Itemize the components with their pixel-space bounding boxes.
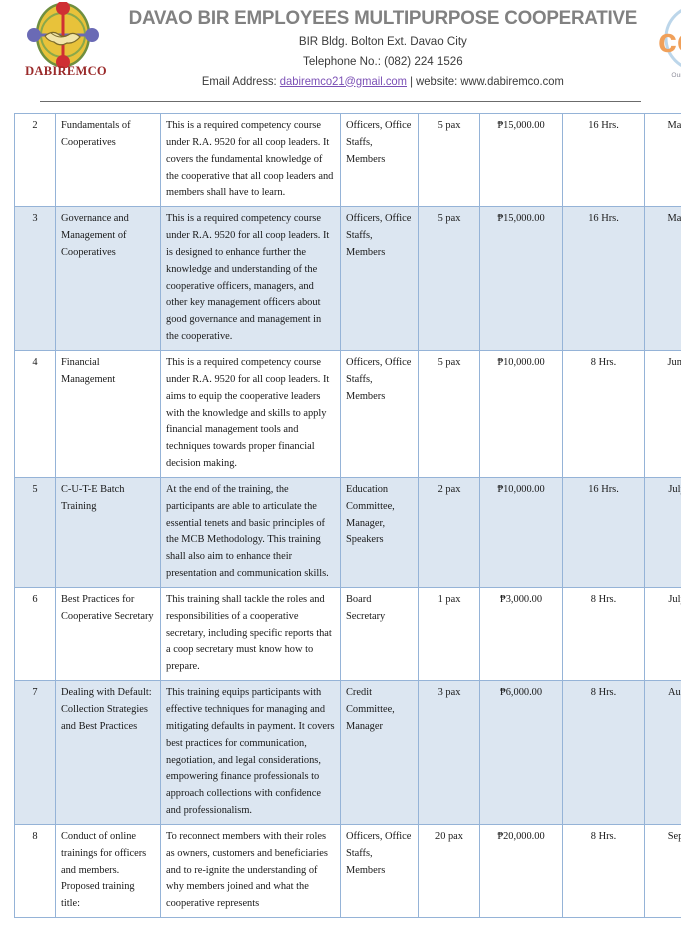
table-row: 4 Financial Management This is a required … bbox=[14, 349, 681, 478]
email-link[interactable]: dabiremco21@gmail.com bbox=[279, 73, 408, 88]
row-duration: 8 Hrs. bbox=[562, 823, 645, 919]
row-month: May bbox=[644, 112, 681, 208]
row-training-title: C-U-T-E Batch Training bbox=[55, 476, 161, 588]
row-cost: ₱15,000.00 bbox=[479, 112, 563, 208]
row-number: 6 bbox=[14, 586, 56, 682]
row-pax: 1 pax bbox=[418, 586, 480, 682]
row-description: At the end of the training, the particip… bbox=[160, 476, 341, 588]
row-training-title: Best Practices for Cooperative Secretary bbox=[55, 586, 161, 682]
svg-text:co: co bbox=[658, 22, 681, 60]
coop-tagline: Our future, today. bbox=[671, 72, 681, 79]
row-training-title: Fundamentals of Cooperatives bbox=[55, 112, 161, 208]
training-schedule-table: 2 Fundamentals of Cooperatives This is a r… bbox=[14, 112, 681, 919]
training-schedule-table-wrap: 2 Fundamentals of Cooperatives This is a r… bbox=[0, 104, 681, 919]
row-cost: ₱15,000.00 bbox=[479, 206, 563, 351]
row-month: Aug bbox=[644, 680, 681, 825]
row-description: To reconnect members with their roles as… bbox=[160, 823, 341, 919]
row-cost: ₱6,000.00 bbox=[479, 680, 563, 825]
row-training-title: Governance and Management of Cooperative… bbox=[55, 206, 161, 351]
row-duration: 16 Hrs. bbox=[562, 476, 645, 588]
row-participants: Officers, Office Staffs, Members bbox=[340, 823, 419, 919]
dabiremco-logo: DABIREMCO bbox=[0, 0, 118, 96]
website-text: website: www.dabiremco.com bbox=[416, 73, 564, 88]
table-row: 8 Conduct of online trainings for officer… bbox=[14, 823, 681, 919]
coop-logo-icon: co op bbox=[658, 8, 681, 68]
row-cost: ₱10,000.00 bbox=[479, 349, 563, 478]
organization-title: DAVAO BIR EMPLOYEES MULTIPURPOSE COOPERA… bbox=[128, 7, 638, 29]
row-duration: 8 Hrs. bbox=[562, 680, 645, 825]
letterhead: DABIREMCO DAVAO BIR EMPLOYEES MULTIPURPO… bbox=[0, 0, 681, 104]
cooperative-emblem-icon bbox=[27, 2, 99, 68]
row-description: This is a required competency course und… bbox=[160, 349, 341, 478]
table-row: 2 Fundamentals of Cooperatives This is a r… bbox=[14, 112, 681, 208]
row-number: 5 bbox=[14, 476, 56, 588]
letterhead-text-block: DAVAO BIR EMPLOYEES MULTIPURPOSE COOPERA… bbox=[118, 0, 648, 89]
row-number: 4 bbox=[14, 349, 56, 478]
row-duration: 16 Hrs. bbox=[562, 112, 645, 208]
row-number: 3 bbox=[14, 206, 56, 351]
row-pax: 2 pax bbox=[418, 476, 480, 588]
coop-brand-logo: co op Our future, today. bbox=[648, 0, 681, 96]
row-month: Sept bbox=[644, 823, 681, 919]
row-cost: ₱10,000.00 bbox=[479, 476, 563, 588]
row-description: This training equips participants with e… bbox=[160, 680, 341, 825]
row-participants: Credit Committee, Manager bbox=[340, 680, 419, 825]
row-training-title: Conduct of online trainings for officers… bbox=[55, 823, 161, 919]
row-duration: 16 Hrs. bbox=[562, 206, 645, 351]
table-row: 6 Best Practices for Cooperative Secretar… bbox=[14, 586, 681, 682]
row-description: This is a required competency course und… bbox=[160, 206, 341, 351]
row-participants: Officers, Office Staffs, Members bbox=[340, 349, 419, 478]
row-month: July bbox=[644, 586, 681, 682]
row-pax: 3 pax bbox=[418, 680, 480, 825]
row-number: 8 bbox=[14, 823, 56, 919]
row-participants: Board Secretary bbox=[340, 586, 419, 682]
row-participants: Officers, Office Staffs, Members bbox=[340, 206, 419, 351]
organization-telephone: Telephone No.: (082) 224 1526 bbox=[303, 54, 463, 69]
email-label: Email Address: bbox=[201, 73, 277, 88]
row-month: May bbox=[644, 206, 681, 351]
row-description: This training shall tackle the roles and… bbox=[160, 586, 341, 682]
dabiremco-wordmark: DABIREMCO bbox=[25, 64, 107, 78]
organization-contact-line: Email Address: dabiremco21@gmail.com | w… bbox=[131, 74, 634, 90]
row-pax: 5 pax bbox=[418, 349, 480, 478]
row-duration: 8 Hrs. bbox=[562, 586, 645, 682]
row-description: This is a required competency course und… bbox=[160, 112, 341, 208]
row-cost: ₱3,000.00 bbox=[479, 586, 563, 682]
table-row: 3 Governance and Management of Cooperativ… bbox=[14, 206, 681, 351]
letterhead-divider bbox=[40, 101, 641, 102]
row-pax: 5 pax bbox=[418, 206, 480, 351]
table-row: 7 Dealing with Default: Collection Strate… bbox=[14, 680, 681, 825]
row-training-title: Dealing with Default: Collection Strateg… bbox=[55, 680, 161, 825]
row-pax: 20 pax bbox=[418, 823, 480, 919]
row-participants: Officers, Office Staffs, Members bbox=[340, 112, 419, 208]
organization-address: BIR Bldg. Bolton Ext. Davao City bbox=[298, 33, 467, 48]
row-duration: 8 Hrs. bbox=[562, 349, 645, 478]
row-month: June bbox=[644, 349, 681, 478]
row-training-title: Financial Management bbox=[55, 349, 161, 478]
contact-separator: | bbox=[410, 73, 414, 88]
row-month: July bbox=[644, 476, 681, 588]
row-number: 7 bbox=[14, 680, 56, 825]
row-participants: Education Committee, Manager, Speakers bbox=[340, 476, 419, 588]
row-cost: ₱20,000.00 bbox=[479, 823, 563, 919]
table-row: 5 C-U-T-E Batch Training At the end of the… bbox=[14, 476, 681, 588]
row-pax: 5 pax bbox=[418, 112, 480, 208]
row-number: 2 bbox=[14, 112, 56, 208]
